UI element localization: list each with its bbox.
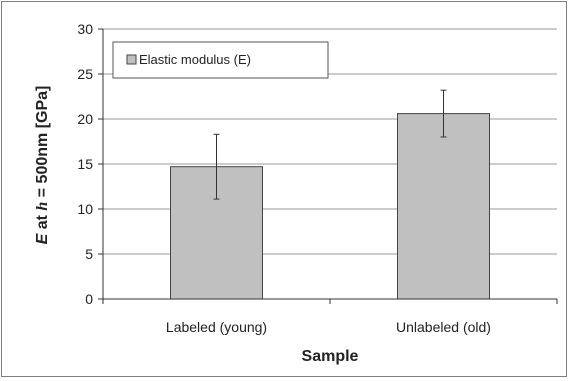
y-tick-label: 0	[85, 291, 93, 307]
y-tick-label: 20	[77, 111, 93, 127]
bars	[170, 113, 490, 300]
y-tick-label: 10	[77, 201, 93, 217]
bar	[397, 113, 490, 300]
y-axis-title: E at h = 500nm [GPa]	[34, 86, 51, 245]
legend-label: Elastic modulus (E)	[139, 52, 251, 67]
legend-box	[112, 41, 329, 79]
y-tick-label: 30	[77, 21, 93, 37]
y-axis-title-unit: = 500nm [GPa]	[34, 86, 51, 202]
x-category-labels: Labeled (young) Unlabeled (old)	[166, 319, 491, 335]
y-tick-label: 5	[85, 246, 93, 262]
y-axis-title-symbol: E	[34, 232, 51, 244]
y-tick-labels: 0 5 10 15 20 25 30	[77, 21, 103, 307]
y-axis-title-variable: h	[34, 202, 51, 211]
y-axis-title-at: at	[34, 211, 51, 234]
x-category-label: Unlabeled (old)	[396, 319, 491, 335]
error-bars	[213, 89, 447, 200]
legend-swatch	[126, 54, 137, 65]
legend: Elastic modulus (E)	[112, 41, 329, 79]
x-axis-title: Sample	[302, 348, 359, 365]
x-category-label: Labeled (young)	[166, 319, 267, 335]
y-tick-label: 15	[77, 156, 93, 172]
y-tick-label: 25	[77, 66, 93, 82]
